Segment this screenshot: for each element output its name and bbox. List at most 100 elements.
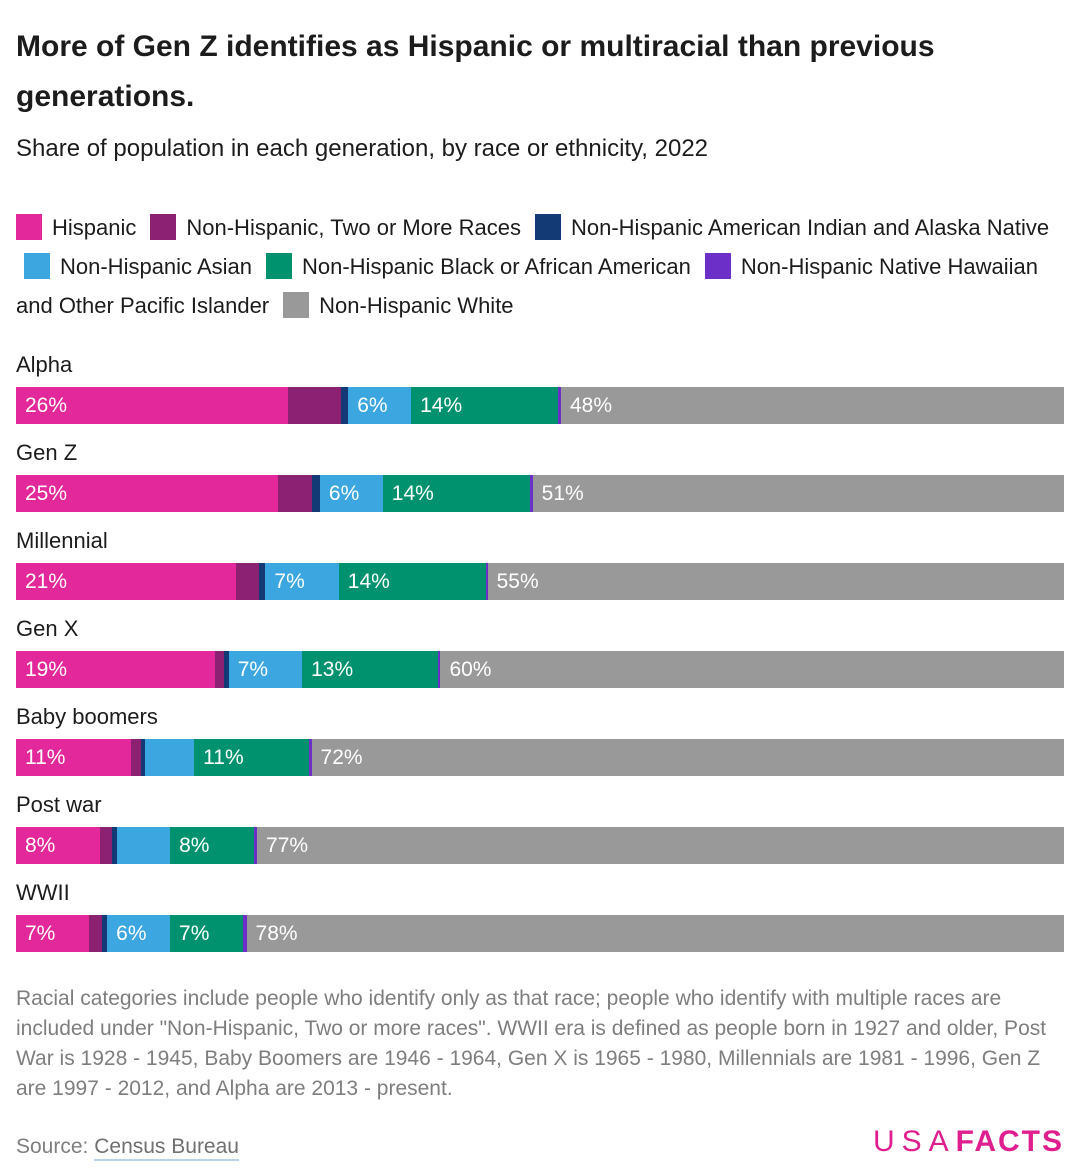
bar-segment-asian: 6% [348, 387, 412, 424]
bar-segment-aian [259, 563, 266, 600]
bar-segment-aian [101, 915, 108, 952]
hispanic-swatch-icon [16, 214, 42, 240]
bar-segment-label: 8% [179, 833, 210, 857]
bar-segment-nhpi [485, 563, 488, 600]
bar-segment-hispanic: 8% [16, 827, 100, 864]
bar-segment-two_or_more [278, 475, 312, 512]
legend-label: Non-Hispanic American Indian and Alaska … [570, 215, 1050, 240]
bar-segment-hispanic: 26% [16, 387, 289, 424]
bar-segment-hispanic: 19% [16, 651, 216, 688]
bar-segment-nhpi [438, 651, 441, 688]
usafacts-logo: USAFACTS [873, 1125, 1064, 1159]
generation-label: Millennial [16, 528, 108, 553]
bar-segment-white: 51% [532, 475, 1064, 512]
generation-row: Post war 8% 8% 77% [16, 791, 1064, 864]
bar-segment-aian [112, 827, 117, 864]
stacked-bar-chart: Alpha 26% 6% 14% 48% Gen Z 25% 6% 14% 51% Millenni… [16, 351, 1065, 952]
bar-segment-label: 25% [25, 481, 68, 505]
bar-segment-label: 7% [237, 657, 269, 681]
bar-segment-two_or_more [99, 827, 113, 864]
generation-label: Post war [16, 792, 102, 817]
bar-segment-label: 55% [496, 569, 539, 593]
bar-segment-two_or_more [215, 651, 224, 688]
page-title: More of Gen Z identifies as Hispanic or … [16, 30, 935, 113]
legend-label: Hispanic [52, 215, 137, 240]
bar-segment-two_or_more [236, 563, 260, 600]
stacked-bar: 26% 6% 14% 48% [16, 387, 1065, 424]
asian-swatch-icon [24, 253, 50, 279]
bar-segment-white: 48% [560, 387, 1065, 424]
source-row: Source: Census Bureau USAFACTS [16, 1125, 1064, 1161]
bar-segment-asian: 7% [228, 651, 303, 688]
page-subtitle: Share of population in each generation, … [16, 135, 709, 162]
footnote: Racial categories include people who ide… [16, 987, 1047, 1100]
legend-item-hispanic: Hispanic [16, 214, 137, 240]
bar-segment-black: 13% [302, 651, 439, 688]
bar-segment-black: 8% [170, 827, 254, 864]
bar-segment-aian [140, 739, 145, 776]
bar-segment-white: 72% [311, 739, 1064, 776]
bar-segment-nhpi [253, 827, 258, 864]
bar-segment-asian: 7% [265, 563, 339, 600]
stacked-bar: 21% 7% 14% 55% [16, 563, 1064, 600]
bar-segment-label: 21% [25, 569, 68, 593]
generation-row: Alpha 26% 6% 14% 48% [16, 351, 1065, 424]
legend-label: Non-Hispanic Black or African American [301, 254, 691, 279]
nhpi-swatch-icon [704, 253, 731, 279]
bar-segment-aian [223, 651, 229, 688]
bar-segment-nhpi [557, 387, 561, 424]
bar-segment-label: 7% [274, 569, 305, 593]
bar-segment-nhpi [529, 475, 533, 512]
stacked-bar: 25% 6% 14% 51% [16, 475, 1064, 512]
bar-segment-hispanic: 25% [16, 475, 278, 512]
generation-label: Baby boomers [16, 704, 158, 729]
bar-segment-white: 77% [257, 827, 1064, 864]
bar-segment-label: 14% [347, 569, 390, 593]
logo-usa-text: USA [872, 1125, 956, 1158]
bar-segment-hispanic: 21% [16, 563, 237, 600]
two_or_more-swatch-icon [150, 214, 177, 240]
legend-label: Non-Hispanic, Two or More Races [186, 215, 521, 240]
bar-segment-aian [311, 475, 320, 512]
bar-segment-white: 60% [440, 651, 1064, 688]
bar-segment-label: 14% [391, 481, 434, 505]
legend-item-white: Non-Hispanic White [275, 292, 514, 318]
bar-segment-two_or_more [89, 915, 102, 952]
bar-segment-label: 13% [311, 657, 354, 681]
generation-label: Alpha [16, 352, 73, 377]
bar-segment-hispanic: 11% [16, 739, 132, 776]
generation-label: Gen Z [16, 440, 78, 465]
bar-segment-label: 77% [266, 833, 309, 857]
bar-segment-white: 55% [487, 563, 1064, 600]
bar-segment-label: 60% [449, 657, 492, 681]
aian-swatch-icon [534, 214, 561, 240]
legend: Hispanic Non-Hispanic, Two or More Races N… [16, 208, 1064, 325]
source-link[interactable]: Census Bureau [94, 1135, 239, 1161]
bar-segment-label: 7% [25, 921, 56, 945]
generation-row: Baby boomers 11% 11% 72% [16, 703, 1064, 776]
bar-segment-label: 72% [320, 745, 363, 769]
stacked-bar: 7% 6% 7% 78% [16, 915, 1064, 952]
legend-item-nhpi: Non-Hispanic Native Hawaiian and Other P… [16, 253, 1038, 318]
bar-segment-label: 48% [569, 393, 612, 417]
bar-segment-asian [116, 827, 171, 864]
bar-segment-asian: 6% [107, 915, 171, 952]
bar-segment-label: 78% [255, 921, 298, 945]
bar-segment-label: 51% [541, 481, 584, 505]
generation-row: Gen X 19% 7% 13% 60% [16, 615, 1064, 688]
bar-segment-nhpi [309, 739, 312, 776]
bar-segment-asian: 6% [319, 475, 383, 512]
source-line: Source: Census Bureau [16, 1135, 239, 1161]
bar-segment-label: 6% [116, 921, 147, 945]
legend-label: Non-Hispanic Native Hawaiian and Other P… [16, 254, 1038, 318]
stacked-bar: 11% 11% 72% [16, 739, 1064, 776]
bar-segment-aian [340, 387, 349, 424]
generation-row: WWII 7% 6% 7% 78% [16, 879, 1064, 952]
legend-item-two_or_more: Non-Hispanic, Two or More Races [142, 214, 521, 240]
bar-segment-two_or_more [131, 739, 141, 776]
bar-segment-black: 14% [338, 563, 486, 600]
stacked-bar: 19% 7% 13% 60% [16, 651, 1064, 688]
bar-segment-hispanic: 7% [16, 915, 90, 952]
generation-row: Millennial 21% 7% 14% 55% [16, 527, 1064, 600]
